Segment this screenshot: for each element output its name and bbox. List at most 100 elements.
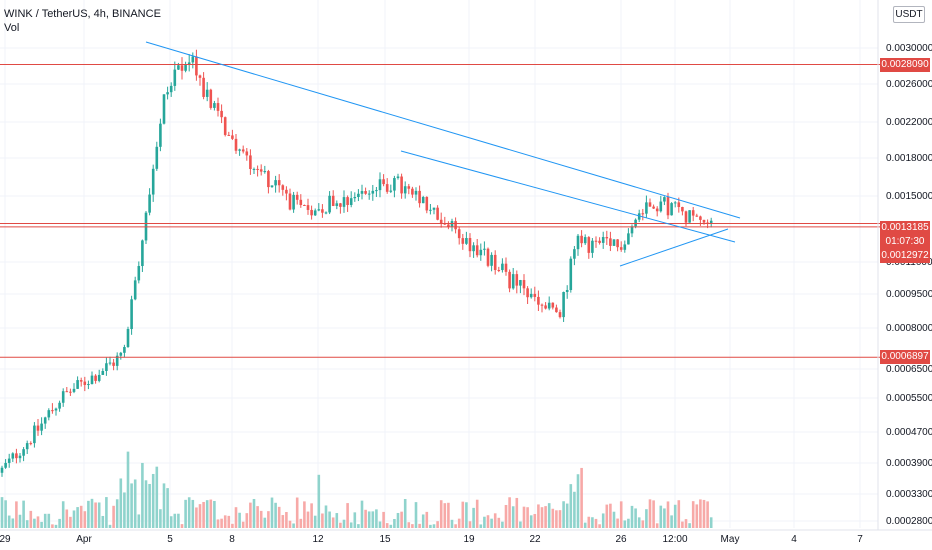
volume-bar xyxy=(385,523,389,528)
candle-body xyxy=(331,195,335,206)
candle-body xyxy=(43,417,47,424)
candle-body xyxy=(450,221,454,227)
candle-body xyxy=(619,247,623,250)
candle-body xyxy=(76,380,79,389)
candle-body xyxy=(684,211,688,223)
volume-bar xyxy=(371,511,375,528)
volume-bar xyxy=(601,513,605,528)
volume-bar xyxy=(555,510,558,528)
candle-body xyxy=(133,280,137,300)
candle-body xyxy=(321,209,324,213)
y-tick-label: 0.0018000 xyxy=(886,153,932,164)
candle-body xyxy=(328,195,331,213)
volume-bar xyxy=(533,513,537,528)
candle-body xyxy=(652,206,655,209)
candle-body xyxy=(461,238,465,244)
y-tick-label: 0.0003900 xyxy=(886,458,932,469)
x-tick-label: 5 xyxy=(167,534,173,545)
x-tick-label: 22 xyxy=(529,534,541,545)
candle-body xyxy=(324,212,328,214)
volume-bar xyxy=(562,501,565,528)
price-label-current: 0.0013185 xyxy=(880,221,930,235)
volume-bar xyxy=(321,513,324,528)
candle-body xyxy=(475,245,479,256)
candle-body xyxy=(173,69,177,86)
candle-body xyxy=(191,56,195,63)
candle-body xyxy=(151,168,155,195)
volume-bar xyxy=(472,507,475,528)
candle-body xyxy=(115,355,119,366)
candle-body xyxy=(166,92,169,95)
volume-bar xyxy=(112,505,115,528)
candle-body xyxy=(187,62,191,66)
candle-body xyxy=(335,203,339,206)
candle-body xyxy=(587,237,591,253)
volume-bar xyxy=(231,523,234,528)
volume-bar xyxy=(360,500,364,528)
volume-bar xyxy=(389,524,393,528)
volume-bar xyxy=(418,523,421,528)
volume-bar xyxy=(429,524,432,528)
candle-body xyxy=(519,280,522,286)
candle-body xyxy=(11,453,15,459)
candle-body xyxy=(162,94,166,124)
volume-bar xyxy=(288,520,292,528)
candle-body xyxy=(263,171,267,173)
volume-bar xyxy=(461,501,465,528)
volume-bar xyxy=(328,511,331,528)
x-tick-label: 7 xyxy=(857,534,863,545)
candle-body xyxy=(504,263,508,272)
volume-bar xyxy=(346,503,349,528)
volume-bar xyxy=(479,524,483,528)
candle-body xyxy=(83,381,87,385)
candle-body xyxy=(220,110,223,118)
candle-body xyxy=(540,304,544,306)
candle-body xyxy=(447,224,450,227)
volume-bar xyxy=(15,501,18,528)
volume-bar xyxy=(40,521,43,528)
candle-body xyxy=(22,449,25,456)
volume-bar xyxy=(396,512,400,528)
volume-bar xyxy=(594,518,598,528)
candle-body xyxy=(594,240,598,242)
volume-bar xyxy=(61,501,65,528)
volume-bar xyxy=(666,501,670,528)
candle-body xyxy=(490,254,493,266)
candle-body xyxy=(522,280,526,289)
candle-body xyxy=(202,77,205,97)
volume-bar xyxy=(565,503,569,528)
volume-bar xyxy=(645,509,648,528)
volume-bar xyxy=(519,521,522,528)
candle-body xyxy=(547,302,551,309)
currency-selector[interactable]: USDT xyxy=(893,6,925,23)
candle-body xyxy=(493,254,497,270)
volume-bar xyxy=(425,511,429,528)
candle-body xyxy=(346,197,349,205)
volume-bar xyxy=(166,488,169,528)
volume-bar xyxy=(439,500,443,528)
volume-bar xyxy=(486,515,490,528)
volume-bar xyxy=(648,499,652,528)
y-tick-label: 0.0003300 xyxy=(886,489,932,500)
volume-bar xyxy=(695,504,699,528)
volume-bar xyxy=(313,515,317,528)
volume-bar xyxy=(177,513,180,528)
chart-title-block: WINK / TetherUS, 4h, BINANCE Vol xyxy=(4,7,161,35)
candle-body xyxy=(295,194,299,200)
candle-body xyxy=(663,197,666,202)
grid-layer xyxy=(0,0,878,528)
candle-body xyxy=(277,180,281,186)
candle-body xyxy=(148,194,151,213)
volume-bar xyxy=(162,483,166,528)
volume-bar xyxy=(101,515,105,528)
candle-body xyxy=(349,198,353,205)
symbol-title: WINK / TetherUS, 4h, BINANCE xyxy=(4,8,161,20)
x-tick-label: 12:00 xyxy=(662,534,687,545)
volume-bar xyxy=(285,512,288,528)
candle-body xyxy=(317,209,321,211)
candle-body xyxy=(454,221,457,230)
candle-body xyxy=(666,197,670,216)
volume-bar xyxy=(515,497,519,528)
volume-bar xyxy=(407,522,411,528)
candle-body xyxy=(198,75,202,78)
